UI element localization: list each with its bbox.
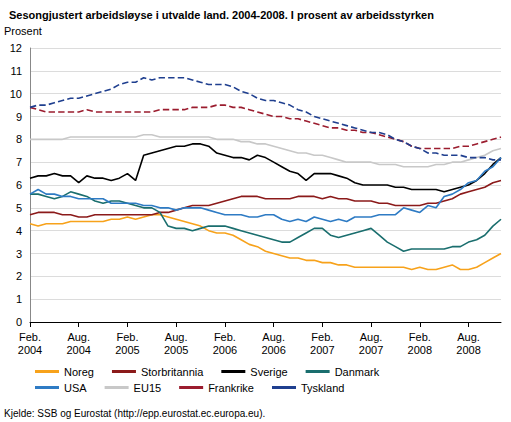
svg-text:Sverige: Sverige [250,366,287,378]
svg-text:Tyskland: Tyskland [301,382,344,394]
svg-text:2005: 2005 [164,344,188,356]
svg-text:Kjelde: SSB og Eurostat (http:: Kjelde: SSB og Eurostat (http://epp.euro… [4,408,265,419]
svg-text:0: 0 [16,316,22,328]
svg-text:1: 1 [16,293,22,305]
svg-text:2008: 2008 [408,344,432,356]
svg-text:Feb.: Feb. [214,331,236,343]
svg-text:Aug.: Aug. [262,331,285,343]
svg-text:3: 3 [16,248,22,260]
svg-text:Feb.: Feb. [409,331,431,343]
svg-text:4: 4 [16,225,22,237]
svg-text:Sesongjustert arbeidsløyse i u: Sesongjustert arbeidsløyse i utvalde lan… [9,9,434,21]
svg-text:2008: 2008 [456,344,480,356]
svg-text:2: 2 [16,270,22,282]
svg-text:Aug.: Aug. [457,331,480,343]
svg-text:5: 5 [16,202,22,214]
svg-text:Aug.: Aug. [360,331,383,343]
svg-text:2004: 2004 [66,344,90,356]
svg-text:Prosent: Prosent [4,25,42,37]
svg-text:Frankrike: Frankrike [208,382,254,394]
svg-text:8: 8 [16,133,22,145]
svg-text:Aug.: Aug. [165,331,188,343]
svg-text:Feb.: Feb. [19,331,41,343]
svg-text:11: 11 [11,65,22,77]
svg-text:Aug.: Aug. [67,331,90,343]
svg-text:Feb.: Feb. [116,331,138,343]
svg-text:2005: 2005 [115,344,139,356]
svg-text:7: 7 [16,156,22,168]
svg-text:9: 9 [16,111,22,123]
svg-text:2007: 2007 [359,344,383,356]
svg-text:Danmark: Danmark [335,366,380,378]
svg-text:12: 12 [10,42,22,54]
svg-text:6: 6 [16,179,22,191]
svg-text:USA: USA [64,382,87,394]
svg-text:EU15: EU15 [134,382,162,394]
svg-text:Storbritannia: Storbritannia [141,366,204,378]
svg-text:2006: 2006 [261,344,285,356]
svg-text:10: 10 [10,88,22,100]
svg-text:2004: 2004 [18,344,42,356]
svg-text:2006: 2006 [213,344,237,356]
svg-text:Feb.: Feb. [311,331,333,343]
svg-text:Noreg: Noreg [64,366,94,378]
svg-text:2007: 2007 [310,344,334,356]
